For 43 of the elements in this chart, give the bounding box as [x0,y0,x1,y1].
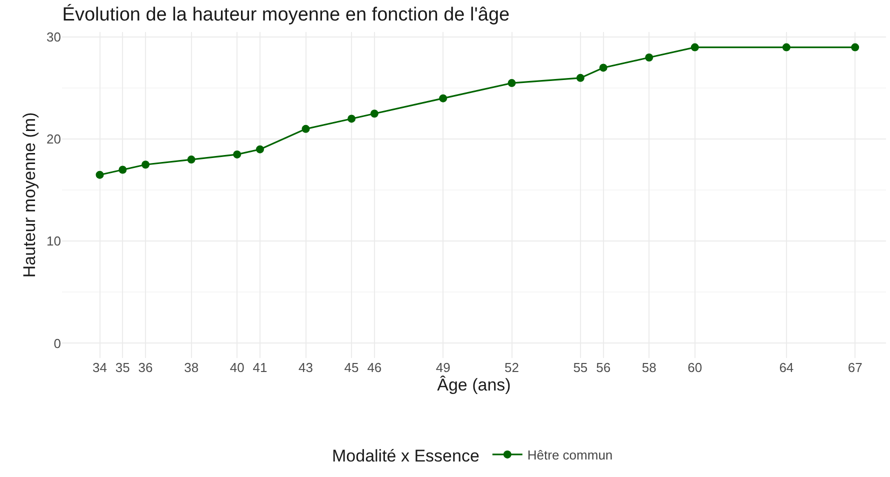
x-axis-title: Âge (ans) [437,375,511,394]
legend-title: Modalité x Essence [332,446,480,466]
point [599,64,608,72]
point [118,166,127,174]
point [302,124,310,133]
x-tick-label: 35 [115,360,130,375]
y-tick-label: 20 [46,132,61,147]
y-tick-label: 10 [46,234,61,249]
x-tick-label: 40 [230,360,244,375]
x-tick-label: 45 [344,360,359,375]
x-tick-label: 60 [688,360,702,375]
x-tick-label: 41 [252,360,268,375]
x-tick-label: 64 [779,360,794,375]
point [439,94,448,102]
x-tick-label: 38 [184,360,199,375]
x-tick-label: 49 [436,360,450,375]
chart-title: Évolution de la hauteur moyenne en fonction de l'âge [62,3,510,26]
point [782,43,790,52]
y-tick-label: 30 [46,30,61,45]
point [576,74,584,82]
x-tick-label: 34 [92,360,108,375]
point [851,43,860,52]
x-tick-label: 67 [848,360,862,375]
point [508,79,516,88]
point [645,54,654,62]
point [233,150,242,158]
point [256,145,264,154]
x-tick-label: 58 [642,360,656,375]
y-axis-title: Hauteur moyenne (m) [20,112,40,278]
point [96,170,104,179]
x-tick-label: 52 [504,360,520,375]
x-tick-label: 36 [138,360,153,375]
legend-label: Hêtre commun [527,448,613,463]
point [690,43,699,52]
point [187,156,196,164]
x-tick-label: 43 [298,360,314,375]
point [370,110,378,118]
x-tick-label: 55 [573,360,588,375]
x-tick-label: 46 [367,360,382,375]
point [142,160,150,169]
point [348,114,356,123]
x-tick-label: 56 [596,360,611,375]
y-tick-label: 0 [54,336,61,351]
